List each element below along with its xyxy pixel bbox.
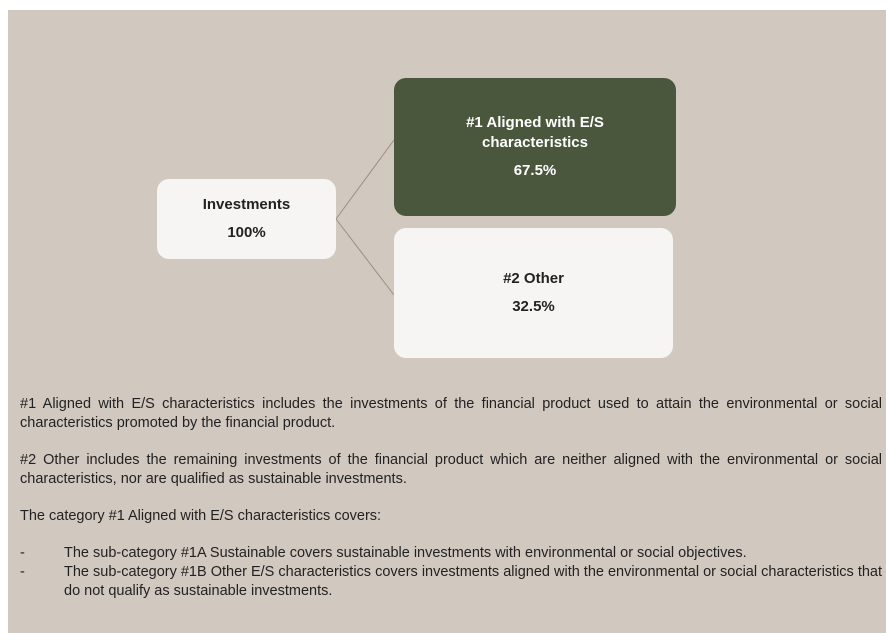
- node-label: #2 Other: [503, 270, 564, 287]
- node-label: #1 Aligned with E/S characteristics: [466, 114, 604, 151]
- panel: Investments 100% #1 Aligned with E/S cha…: [8, 10, 886, 633]
- bullet-list: The sub-category #1A Sustainable covers …: [20, 544, 882, 601]
- description: #1 Aligned with E/S characteristics incl…: [20, 395, 882, 601]
- bullet: The sub-category #1B Other E/S character…: [20, 563, 882, 601]
- node-label: Investments: [202, 196, 291, 213]
- node-value: 100%: [227, 224, 266, 241]
- node-other: #2 Other 32.5%: [394, 228, 673, 358]
- node-investments: Investments 100%: [157, 179, 336, 259]
- connector: [335, 218, 395, 296]
- paragraph: #2 Other includes the remaining investme…: [20, 452, 882, 487]
- paragraph: The category #1 Aligned with E/S charact…: [20, 508, 382, 524]
- node-aligned: #1 Aligned with E/S characteristics 67.5…: [394, 78, 676, 216]
- connectors: [335, 139, 395, 296]
- node-value: 32.5%: [512, 298, 555, 315]
- node-value: 67.5%: [513, 162, 557, 179]
- paragraph: #1 Aligned with E/S characteristics incl…: [20, 396, 882, 431]
- connector: [335, 139, 395, 220]
- bullet: The sub-category #1A Sustainable covers …: [20, 544, 882, 563]
